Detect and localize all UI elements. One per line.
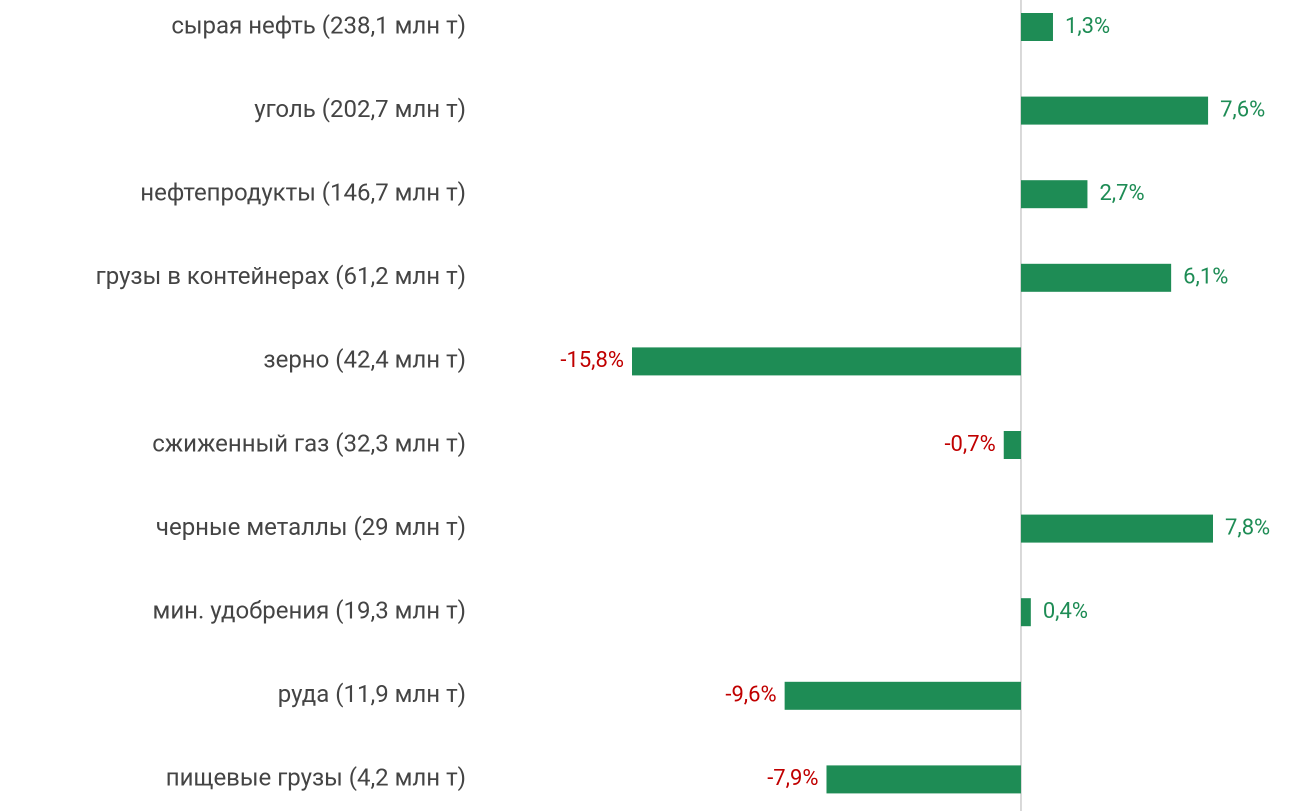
bar (1020, 180, 1088, 209)
bar (1020, 263, 1172, 292)
bar (1020, 598, 1031, 627)
value-label: -15,8% (560, 348, 624, 373)
bar (1020, 96, 1209, 125)
bar (826, 765, 1021, 794)
category-label: пищевые грузы (4,2 млн т) (166, 764, 466, 792)
value-label: 1,3% (1065, 14, 1110, 39)
category-label: сжиженный газ (32,3 млн т) (152, 429, 466, 457)
value-label: -0,7% (944, 432, 995, 457)
category-label: мин. удобрения (19,3 млн т) (153, 597, 466, 625)
value-label: -9,6% (725, 683, 776, 708)
bar (632, 347, 1021, 376)
category-label: уголь (202,7 млн т) (254, 95, 466, 123)
value-label: 2,7% (1099, 181, 1144, 206)
bar (1020, 514, 1213, 543)
value-label: 7,6% (1220, 97, 1265, 122)
value-label: 6,1% (1183, 265, 1228, 290)
category-label: черные металлы (29 млн т) (156, 513, 466, 541)
category-label: нефтепродукты (146,7 млн т) (140, 179, 466, 207)
value-label: -7,9% (767, 766, 818, 791)
category-label: сырая нефть (238,1 млн т) (171, 11, 466, 39)
bar (1020, 13, 1053, 41)
category-label: руда (11,9 млн т) (278, 680, 466, 708)
bar (784, 681, 1021, 710)
category-label: зерно (42,4 млн т) (263, 346, 466, 374)
category-label: грузы в контейнерах (61,2 млн т) (96, 262, 466, 290)
value-label: 0,4% (1043, 599, 1088, 624)
bar (1003, 431, 1021, 459)
value-label: 7,8% (1225, 515, 1270, 540)
